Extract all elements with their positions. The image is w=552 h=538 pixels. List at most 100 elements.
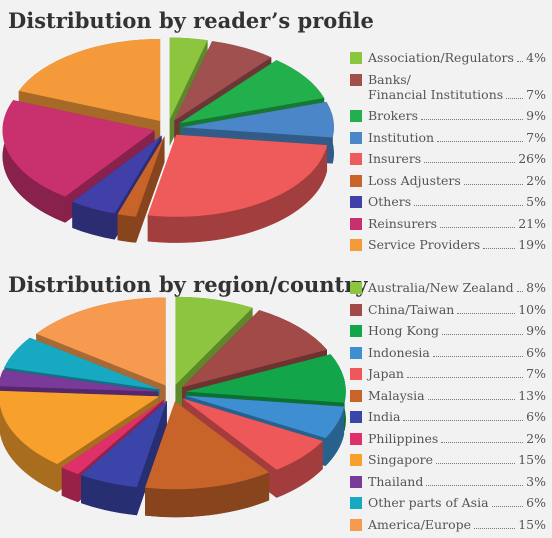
chart-title: Distribution by reader’s profile <box>8 8 374 33</box>
legend-item: Other parts of Asia 6% <box>350 495 546 510</box>
legend-swatch <box>350 325 362 337</box>
slice <box>0 369 159 392</box>
legend-swatch <box>350 217 362 230</box>
value-label: 6% <box>526 409 546 424</box>
legend-swatch <box>350 131 362 144</box>
legend-swatch <box>350 196 362 208</box>
legend-label: Institution <box>368 129 435 145</box>
leader-dots <box>421 119 524 120</box>
slice-side <box>276 440 323 498</box>
value-label: 2% <box>526 430 546 446</box>
leader-dots <box>440 226 516 228</box>
value-label: 13% <box>518 387 546 403</box>
slice <box>179 60 325 124</box>
legend-label: Insurers <box>368 151 422 166</box>
slice-side <box>72 201 115 240</box>
legend-item: India 6% <box>350 409 546 424</box>
legend-swatch <box>350 303 362 316</box>
slice <box>185 354 346 403</box>
legend-label: Thailand <box>368 473 424 489</box>
leader-dots <box>491 506 524 507</box>
slice <box>61 399 164 475</box>
leader-dots <box>441 441 524 443</box>
chart-title: Distribution by region/country <box>8 272 368 297</box>
legend-swatch <box>350 389 362 402</box>
leader-dots <box>506 97 524 99</box>
legend-label: Philippines <box>368 430 439 446</box>
slice <box>145 401 270 490</box>
slice <box>4 337 160 390</box>
slice <box>36 297 166 386</box>
leader-dots <box>424 162 516 163</box>
legend-label: America/Europe <box>368 516 471 532</box>
legend-item: Singapore 15% <box>350 452 546 467</box>
legend-label: Australia/New Zealand <box>368 280 514 295</box>
legend-label: Other parts of Asia <box>368 495 489 510</box>
legend: Australia/New Zealand 8% China/Taiwan 10% Ho… <box>350 280 546 538</box>
leader-dots <box>432 355 524 357</box>
slice <box>2 100 155 197</box>
leader-dots <box>403 420 524 421</box>
leader-dots <box>414 205 524 206</box>
slice-side <box>61 467 79 503</box>
legend-item: Indonesia 6% <box>350 345 546 360</box>
leader-dots <box>463 183 524 185</box>
legend-label: Indonesia <box>368 344 430 360</box>
leader-dots <box>457 312 516 314</box>
legend-item: Malaysia 13% <box>350 388 546 403</box>
legend-label: Malaysia <box>368 387 425 403</box>
legend-swatch <box>350 432 362 445</box>
slice <box>145 401 270 518</box>
legend-swatch <box>350 153 362 165</box>
slice <box>72 135 162 214</box>
legend-item: Banks/ Financial Institutions 7% <box>350 72 546 102</box>
value-label: 2% <box>526 172 546 188</box>
legend-swatch <box>350 368 362 380</box>
slice-side <box>145 472 270 518</box>
slice <box>182 398 323 470</box>
value-label: 5% <box>526 194 546 209</box>
legend-label: Association/Regulators <box>368 50 514 65</box>
slice <box>117 136 165 243</box>
legend-item: Brokers 9% <box>350 108 546 123</box>
legend-swatch <box>350 282 362 294</box>
legend-swatch <box>350 73 362 86</box>
legend-label: China/Taiwan <box>368 301 455 317</box>
leader-dots <box>426 484 524 486</box>
leader-dots <box>435 463 516 464</box>
value-label: 9% <box>526 108 546 123</box>
legend-item: Institution 7% <box>350 130 546 145</box>
legend-item: America/Europe 15% <box>350 517 546 532</box>
legend-label: Banks/ Financial Institutions <box>368 71 504 102</box>
legend-swatch <box>350 174 362 187</box>
legend-item: Others 5% <box>350 194 546 209</box>
legend-label: Loss Adjusters <box>368 172 461 188</box>
slice-side <box>147 145 328 243</box>
slice-side <box>81 475 137 516</box>
value-label: 6% <box>526 344 546 360</box>
slice <box>147 134 328 217</box>
legend-label: Others <box>368 194 412 209</box>
slice <box>175 296 253 385</box>
legend-label: Hong Kong <box>368 323 440 338</box>
leader-dots <box>427 398 516 400</box>
legend-swatch <box>350 52 362 64</box>
slice <box>81 400 167 516</box>
slice <box>18 39 161 122</box>
legend-label: Reinsurers <box>368 215 438 231</box>
value-label: 7% <box>526 129 546 145</box>
legend-item: China/Taiwan 10% <box>350 302 546 317</box>
slice <box>0 390 160 465</box>
leader-dots <box>406 377 524 378</box>
slice-side <box>325 406 345 466</box>
legend-item: Philippines 2% <box>350 431 546 446</box>
slice <box>147 134 328 243</box>
legend-item: Japan 7% <box>350 366 546 381</box>
leader-dots <box>483 248 516 249</box>
leader-dots <box>516 291 524 292</box>
slice <box>117 136 165 217</box>
slice <box>174 41 272 121</box>
value-label: 7% <box>526 366 546 381</box>
